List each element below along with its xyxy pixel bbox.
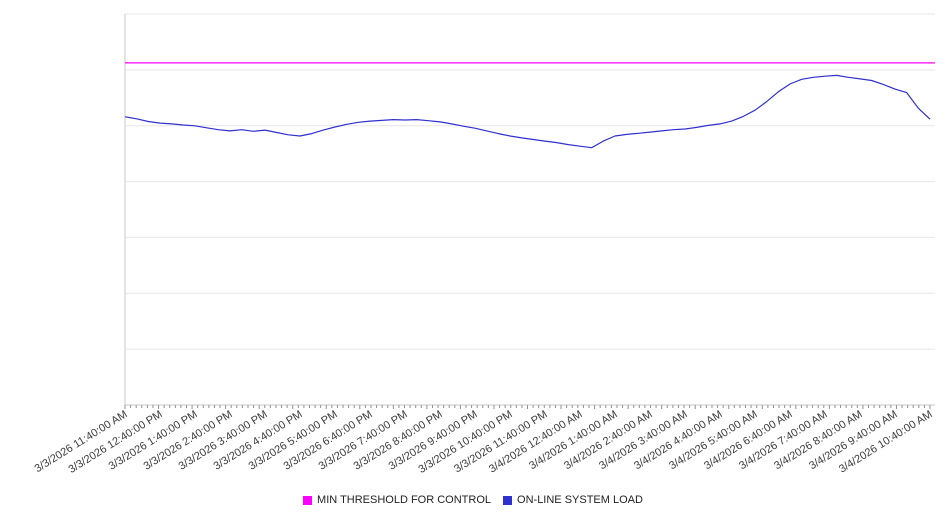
- legend-label-online-system-load: ON-LINE SYSTEM LOAD: [517, 494, 643, 506]
- legend-swatch-min-threshold-icon: [303, 495, 313, 505]
- line-chart-canvas: 3/3/2026 11:40:00 AM3/3/2026 12:40:00 PM…: [33, 13, 935, 476]
- online-system-load-line: [124, 74, 931, 149]
- legend-label-min-threshold: MIN THRESHOLD FOR CONTROL: [317, 494, 492, 506]
- legend-item-min-threshold[interactable]: MIN THRESHOLD FOR CONTROL: [303, 494, 491, 506]
- legend-swatch-online-system-load-icon: [503, 495, 513, 505]
- chart-legend: MIN THRESHOLD FOR CONTROL ON-LINE SYSTEM…: [0, 494, 946, 506]
- legend-item-online-system-load[interactable]: ON-LINE SYSTEM LOAD: [503, 494, 643, 506]
